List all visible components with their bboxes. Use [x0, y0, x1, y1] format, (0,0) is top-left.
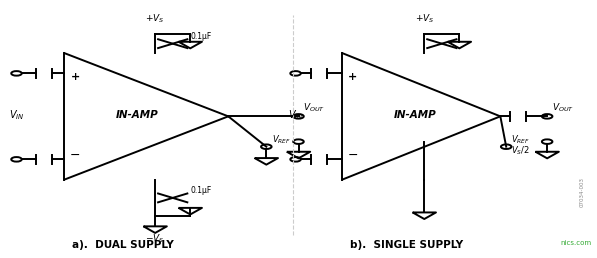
Text: $V_{OUT}$: $V_{OUT}$ [552, 101, 574, 114]
Text: $+V_S$: $+V_S$ [414, 13, 434, 25]
Text: 07034-003: 07034-003 [580, 177, 584, 207]
Text: IN-AMP: IN-AMP [394, 110, 437, 120]
Text: $+V_S$: $+V_S$ [146, 13, 165, 25]
Text: $V_{OUT}$: $V_{OUT}$ [303, 101, 325, 114]
Text: −: − [347, 149, 358, 162]
Text: 0.1μF: 0.1μF [190, 186, 211, 195]
Text: $V_{IN}$: $V_{IN}$ [288, 108, 303, 122]
Text: nics.com: nics.com [561, 240, 592, 246]
Text: −: − [70, 149, 80, 162]
Text: $V_S/2$: $V_S/2$ [511, 144, 530, 157]
Text: $-V_S$: $-V_S$ [146, 233, 165, 245]
Text: +: + [348, 72, 358, 82]
Text: $V_{REF}$: $V_{REF}$ [511, 133, 530, 146]
Text: $V_{IN}$: $V_{IN}$ [9, 108, 24, 122]
Text: $V_{REF}$: $V_{REF}$ [272, 134, 291, 146]
Text: IN-AMP: IN-AMP [116, 110, 159, 120]
Text: a).  DUAL SUPPLY: a). DUAL SUPPLY [72, 240, 174, 250]
Text: b).  SINGLE SUPPLY: b). SINGLE SUPPLY [350, 240, 463, 250]
Text: 0.1μF: 0.1μF [190, 32, 211, 41]
Text: +: + [70, 72, 79, 82]
